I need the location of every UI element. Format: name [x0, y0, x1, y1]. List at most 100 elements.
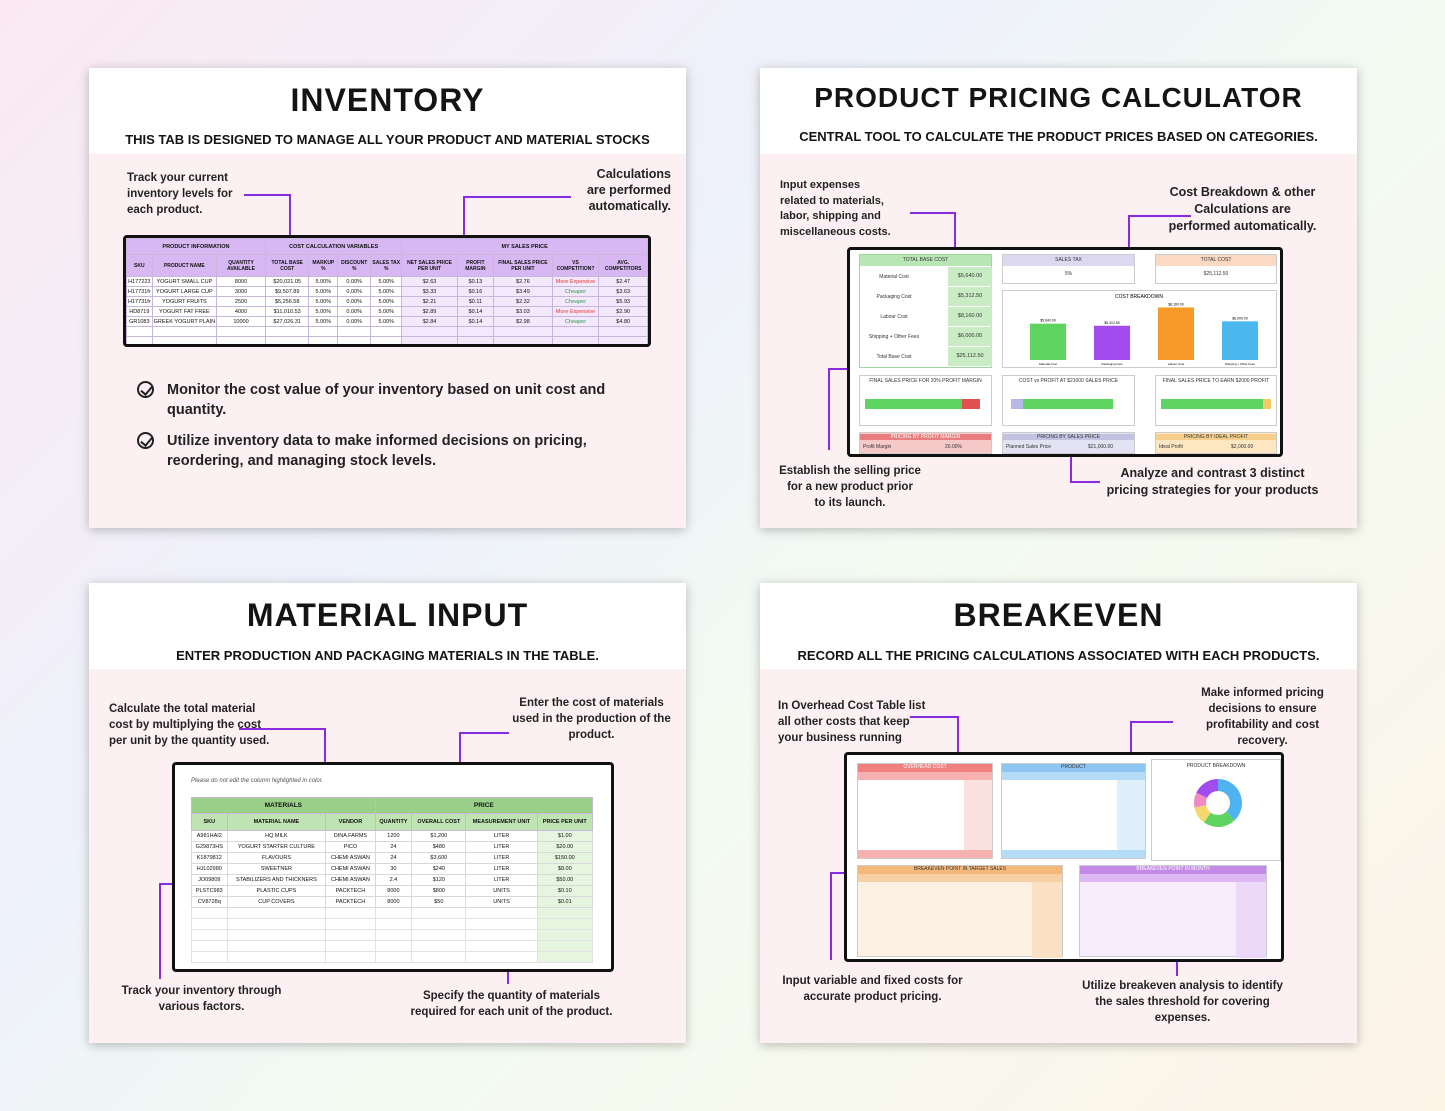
table-cell[interactable]: Cheaper: [551, 296, 600, 307]
table-cell[interactable]: $2.63: [401, 276, 458, 287]
table-cell[interactable]: $2.32: [493, 296, 553, 307]
table-cell[interactable]: More Expensive: [551, 276, 600, 287]
table-cell[interactable]: G29873HS: [191, 841, 228, 853]
table-cell[interactable]: CHEMI ASWAN: [325, 863, 376, 875]
table-cell[interactable]: 0.00%: [337, 276, 372, 287]
table-cell[interactable]: Cheaper: [551, 316, 600, 327]
table-cell[interactable]: LITER: [465, 841, 538, 853]
table-cell[interactable]: Cheaper: [551, 286, 600, 297]
table-cell[interactable]: H17731fr: [126, 296, 153, 307]
table-cell[interactable]: DINA FARMS: [325, 830, 376, 842]
table-cell[interactable]: 0.00%: [337, 316, 372, 327]
table-cell[interactable]: $9,507.89: [264, 286, 310, 297]
table-cell[interactable]: PACKTECH: [325, 896, 376, 908]
table-cell[interactable]: HJL02980: [191, 863, 228, 875]
table-cell[interactable]: $27,026.31: [264, 316, 310, 327]
table-cell[interactable]: HQ MILK: [226, 830, 327, 842]
table-cell[interactable]: 0.00%: [337, 296, 372, 307]
table-cell[interactable]: $4.80: [598, 316, 648, 327]
table-cell[interactable]: 5.00%: [308, 316, 339, 327]
table-cell[interactable]: 3000: [216, 286, 266, 297]
table-cell[interactable]: $1.00: [536, 830, 594, 842]
table-cell[interactable]: 5.00%: [308, 286, 339, 297]
table-cell[interactable]: 8000: [216, 276, 266, 287]
table-cell[interactable]: 5.00%: [308, 296, 339, 307]
base-cost-value[interactable]: $8,160.00: [948, 307, 992, 326]
table-cell[interactable]: LITER: [465, 863, 538, 875]
table-cell[interactable]: CUP COVERS: [226, 896, 327, 908]
table-cell[interactable]: $3.33: [401, 286, 458, 297]
table-cell[interactable]: $3.63: [598, 286, 648, 297]
table-cell[interactable]: 8000: [374, 885, 413, 897]
table-cell[interactable]: $3.03: [493, 306, 553, 317]
table-cell[interactable]: YOGURT FAT FREE: [151, 306, 218, 317]
table-cell[interactable]: CHEMI ASWAN: [325, 874, 376, 886]
table-cell[interactable]: HD8719: [126, 306, 153, 317]
table-cell[interactable]: $240: [411, 863, 467, 875]
table-cell[interactable]: LITER: [465, 830, 538, 842]
table-cell[interactable]: K1879812: [191, 852, 228, 864]
table-cell[interactable]: $2.21: [401, 296, 458, 307]
table-cell[interactable]: YOGURT FRUITS: [151, 296, 218, 307]
table-cell[interactable]: PLASTIC CUPS: [226, 885, 327, 897]
table-cell[interactable]: SWEETNER: [226, 863, 327, 875]
table-cell[interactable]: 5.00%: [370, 296, 403, 307]
table-cell[interactable]: 5.00%: [370, 306, 403, 317]
table-cell[interactable]: $0.14: [456, 316, 495, 327]
table-cell[interactable]: $0.11: [456, 296, 495, 307]
table-cell[interactable]: 5.00%: [308, 306, 339, 317]
table-cell[interactable]: $120: [411, 874, 467, 886]
table-cell[interactable]: $2.98: [493, 316, 553, 327]
table-cell[interactable]: A981HAI2: [191, 830, 228, 842]
table-cell[interactable]: $8.00: [536, 863, 594, 875]
table-cell[interactable]: 5.00%: [370, 286, 403, 297]
table-cell[interactable]: FLAVOURS: [226, 852, 327, 864]
table-cell[interactable]: 24: [374, 852, 413, 864]
table-cell[interactable]: $800: [411, 885, 467, 897]
table-cell[interactable]: 8000: [374, 896, 413, 908]
table-cell[interactable]: 0.00%: [337, 286, 372, 297]
table-cell[interactable]: 4000: [216, 306, 266, 317]
base-cost-value[interactable]: $5,312.50: [948, 287, 992, 306]
table-cell[interactable]: H17731fr: [126, 286, 153, 297]
table-cell[interactable]: $50: [411, 896, 467, 908]
table-cell[interactable]: 10000: [216, 316, 266, 327]
table-cell[interactable]: H177223: [126, 276, 153, 287]
table-cell[interactable]: $5,256.58: [264, 296, 310, 307]
table-cell[interactable]: LITER: [465, 874, 538, 886]
table-cell[interactable]: JO09809: [191, 874, 228, 886]
table-cell[interactable]: LITER: [465, 852, 538, 864]
table-cell[interactable]: $1,200: [411, 830, 467, 842]
table-cell[interactable]: 2500: [216, 296, 266, 307]
table-cell[interactable]: STABILIZERS AND THICKNERS: [226, 874, 327, 886]
table-cell[interactable]: $2.89: [401, 306, 458, 317]
table-cell[interactable]: $0.13: [456, 276, 495, 287]
table-cell[interactable]: $0.01: [536, 896, 594, 908]
table-cell[interactable]: 1200: [374, 830, 413, 842]
table-cell[interactable]: 5.00%: [370, 276, 403, 287]
table-cell[interactable]: 2.4: [374, 874, 413, 886]
table-cell[interactable]: 5.00%: [370, 316, 403, 327]
table-cell[interactable]: $0.16: [456, 286, 495, 297]
table-cell[interactable]: GREEK YOGURT PLAIN: [151, 316, 218, 327]
table-cell[interactable]: More Expensive: [551, 306, 600, 317]
base-cost-value[interactable]: $5,640.00: [948, 267, 992, 286]
table-cell[interactable]: $2.76: [493, 276, 553, 287]
table-cell[interactable]: UNITS: [465, 896, 538, 908]
table-cell[interactable]: $50.00: [536, 874, 594, 886]
table-cell[interactable]: $3.49: [493, 286, 553, 297]
table-cell[interactable]: 24: [374, 841, 413, 853]
table-cell[interactable]: 5.00%: [308, 276, 339, 287]
table-cell[interactable]: UNITS: [465, 885, 538, 897]
table-cell[interactable]: $0.14: [456, 306, 495, 317]
table-cell[interactable]: $2.90: [598, 306, 648, 317]
table-cell[interactable]: $3,600: [411, 852, 467, 864]
base-cost-value[interactable]: $6,000.00: [948, 327, 992, 346]
table-cell[interactable]: $0.10: [536, 885, 594, 897]
table-cell[interactable]: YOGURT STARTER CULTURE: [226, 841, 327, 853]
table-cell[interactable]: PICO: [325, 841, 376, 853]
table-cell[interactable]: CHEMI ASWAN: [325, 852, 376, 864]
table-cell[interactable]: $2.47: [598, 276, 648, 287]
table-cell[interactable]: PLSTC983: [191, 885, 228, 897]
table-cell[interactable]: $20,021.05: [264, 276, 310, 287]
